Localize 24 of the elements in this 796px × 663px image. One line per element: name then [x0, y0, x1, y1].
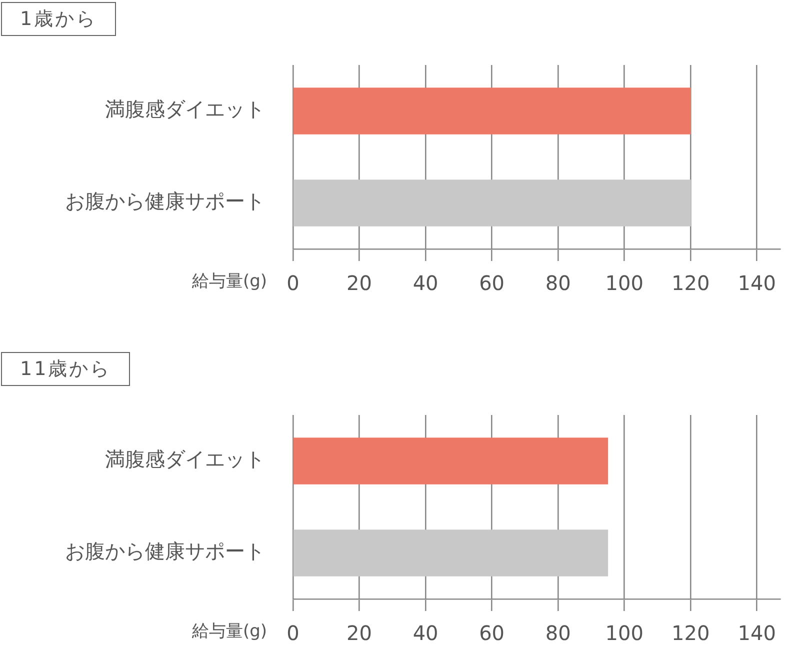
x-tick-label: 20: [346, 271, 372, 296]
x-tick-label: 40: [412, 271, 438, 296]
x-axis-title: 給与量(g): [190, 271, 267, 292]
x-tick-label: 120: [672, 621, 710, 646]
y-tick-label: お腹から健康サポート: [65, 189, 265, 214]
x-tick-label: 140: [738, 621, 776, 646]
x-tick-label: 120: [672, 271, 710, 296]
x-tick-label: 60: [479, 621, 505, 646]
y-tick-label: 満腹感ダイエット: [105, 97, 265, 122]
y-tick-label: お腹から健康サポート: [65, 539, 265, 564]
x-tick-label: 100: [605, 271, 644, 296]
x-axis-title: 給与量(g): [190, 621, 267, 642]
x-tick-label: 0: [286, 621, 300, 646]
x-tick-label: 60: [479, 271, 505, 296]
text: 11歳から: [1, 352, 130, 386]
y-tick-label: 満腹感ダイエット: [105, 447, 265, 472]
x-tick-label: 40: [412, 621, 438, 646]
text: 1歳から: [1, 2, 116, 36]
x-tick-label: 0: [286, 271, 300, 296]
x-tick-label: 140: [738, 271, 776, 296]
x-tick-label: 80: [545, 271, 571, 296]
x-tick-label: 100: [605, 621, 644, 646]
x-tick-label: 80: [545, 621, 571, 646]
x-tick-label: 20: [346, 621, 372, 646]
